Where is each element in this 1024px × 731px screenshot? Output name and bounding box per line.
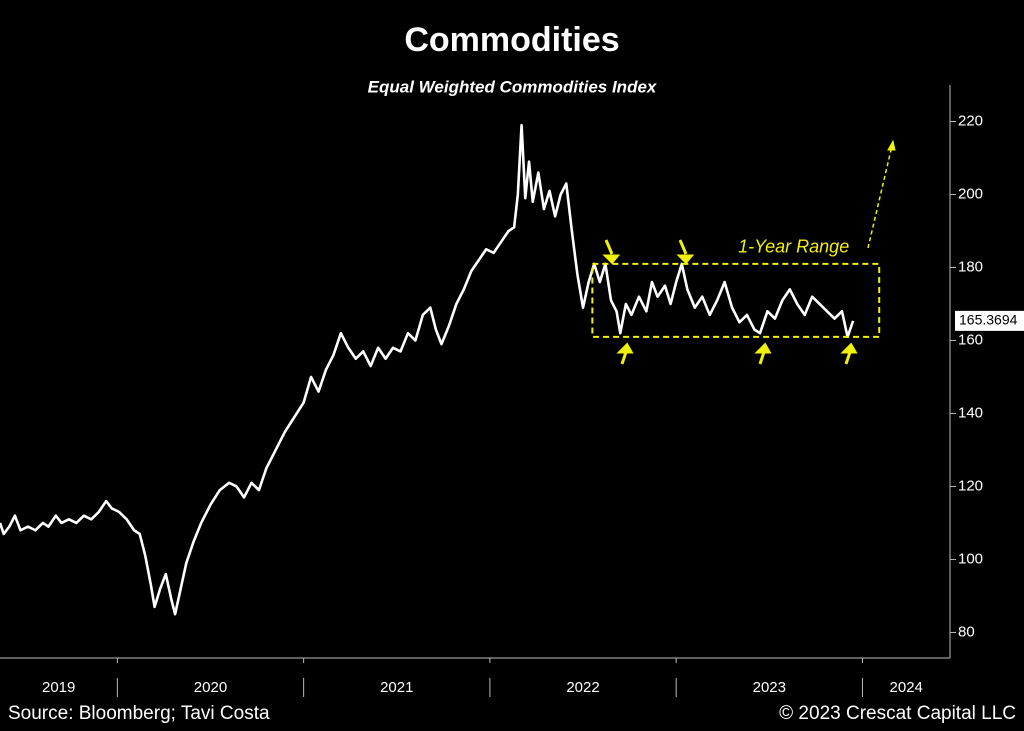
- arrow: [844, 351, 852, 365]
- x-tick-label: 2024: [890, 679, 923, 696]
- arrow: [604, 239, 614, 255]
- arrow: [620, 351, 628, 365]
- arrow: [678, 239, 688, 255]
- chart-title: Commodities: [404, 21, 619, 59]
- arrow-head: [887, 139, 896, 151]
- last-value-label: 165.3694: [959, 312, 1018, 328]
- copyright: © 2023 Crescat Capital LLC: [779, 703, 1016, 724]
- y-tick-label: 140: [958, 404, 983, 421]
- x-tick-label: 2022: [566, 679, 599, 696]
- x-tick-label: 2020: [194, 679, 227, 696]
- x-tick-label: 2023: [753, 679, 786, 696]
- trend-arrow: [867, 149, 892, 249]
- arrow: [758, 351, 766, 365]
- series-line: [0, 123, 855, 616]
- y-tick-label: 80: [958, 623, 975, 640]
- y-tick-label: 220: [958, 112, 983, 129]
- y-tick-label: 200: [958, 185, 983, 202]
- y-tick-label: 120: [958, 477, 983, 494]
- last-value-box: [955, 310, 1024, 331]
- x-tick-label: 2019: [42, 679, 75, 696]
- arrow-head: [616, 342, 634, 354]
- arrows: [602, 139, 896, 365]
- arrow-head: [676, 254, 695, 265]
- y-tick-label: 160: [958, 331, 983, 348]
- y-tick-label: 100: [958, 550, 983, 567]
- x-tick-label: 2021: [380, 679, 413, 696]
- range-box: [591, 262, 881, 338]
- range-label: 1-Year Range: [738, 237, 849, 257]
- arrow-head: [754, 342, 772, 354]
- arrow-head: [602, 254, 621, 265]
- y-tick-label: 180: [958, 258, 983, 275]
- chart-subtitle: Equal Weighted Commodities Index: [368, 77, 658, 96]
- arrow-head: [840, 342, 858, 354]
- source: Source: Bloomberg; Tavi Costa: [8, 703, 270, 724]
